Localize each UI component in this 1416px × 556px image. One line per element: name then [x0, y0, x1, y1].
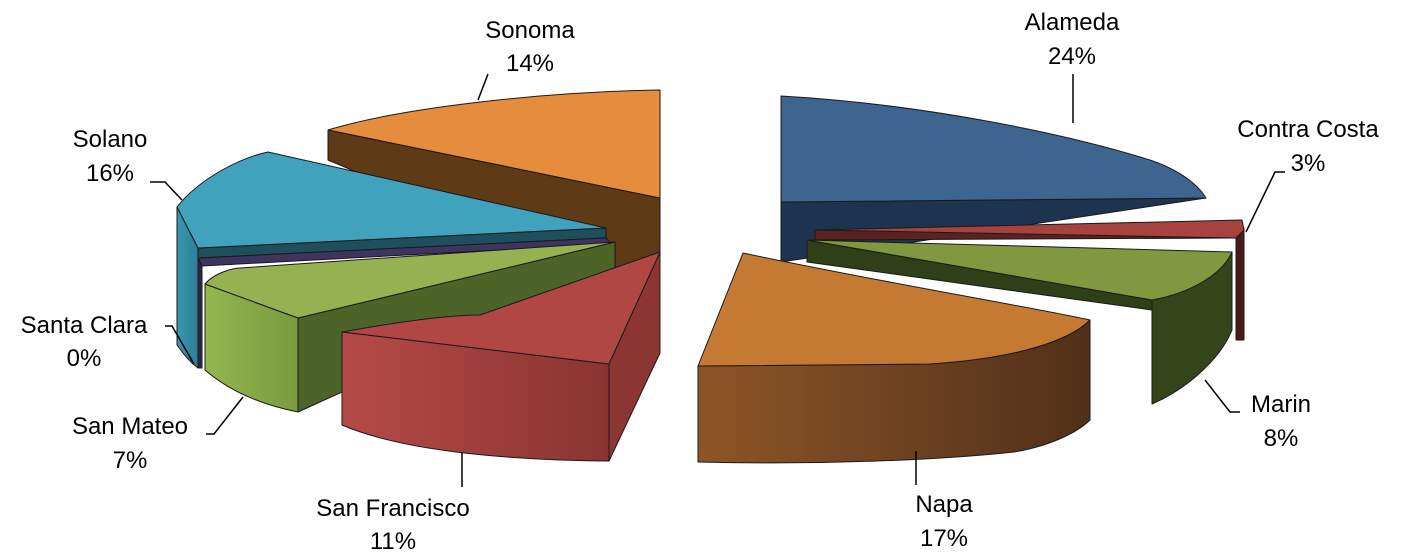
label-pct-santa-clara: 0% — [67, 345, 102, 372]
leader-line-sonoma — [477, 73, 489, 101]
leader-line-marin — [1204, 379, 1240, 413]
data-label-contra-costa: Contra Costa 3% — [1237, 116, 1379, 177]
label-pct-sonoma: 14% — [506, 50, 554, 77]
label-pct-alameda: 24% — [1048, 43, 1096, 70]
data-label-san-mateo: San Mateo 7% — [72, 413, 188, 474]
slice-san-francisco — [341, 251, 661, 462]
label-pct-marin: 8% — [1264, 425, 1299, 452]
leader-line-san-mateo — [206, 396, 244, 435]
label-name-napa: Napa — [915, 491, 973, 518]
data-label-solano: Solano 16% — [73, 126, 148, 187]
label-name-marin: Marin — [1251, 391, 1311, 418]
label-pct-san-francisco: 11% — [370, 528, 416, 555]
data-label-san-francisco: San Francisco 11% — [316, 495, 469, 555]
data-label-sonoma: Sonoma 14% — [485, 17, 575, 77]
label-name-sonoma: Sonoma — [485, 17, 575, 44]
slice-marin — [806, 239, 1233, 405]
leader-line-contra-costa — [1245, 171, 1285, 233]
slice-solano — [176, 151, 607, 369]
label-pct-napa: 17% — [920, 525, 968, 552]
slice-contra-costa — [814, 219, 1245, 341]
label-name-san-francisco: San Francisco — [316, 495, 469, 522]
data-label-marin: Marin 8% — [1251, 391, 1311, 452]
leader-line-solano — [150, 181, 183, 201]
data-label-santa-clara: Santa Clara 0% — [21, 312, 148, 372]
label-pct-san-mateo: 7% — [113, 447, 148, 474]
label-name-contra-costa: Contra Costa — [1237, 116, 1379, 143]
data-label-alameda: Alameda 24% — [1025, 9, 1120, 70]
label-name-alameda: Alameda — [1025, 9, 1120, 36]
label-name-san-mateo: San Mateo — [72, 413, 188, 440]
label-name-solano: Solano — [73, 126, 148, 153]
leader-line-santa-clara — [165, 325, 195, 365]
label-name-santa-clara: Santa Clara — [21, 312, 148, 339]
label-pct-contra-costa: 3% — [1291, 150, 1326, 177]
label-pct-solano: 16% — [86, 160, 134, 187]
slice-napa — [697, 252, 1091, 464]
data-label-napa: Napa 17% — [915, 491, 973, 552]
